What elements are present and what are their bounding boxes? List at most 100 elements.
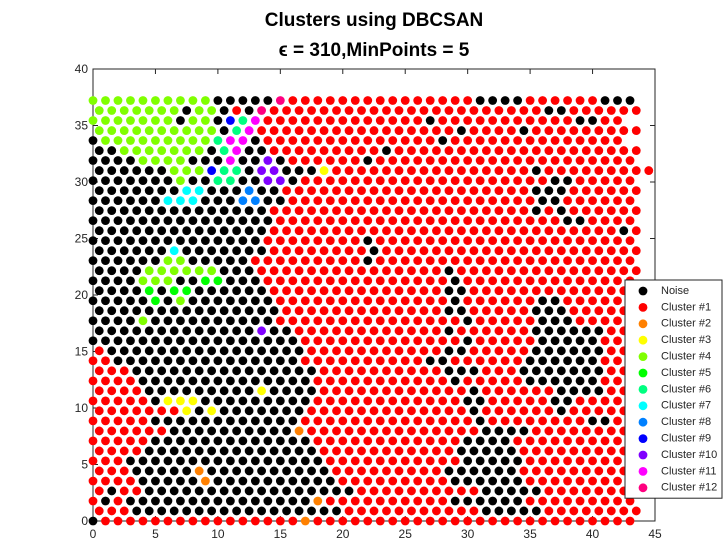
data-point <box>107 206 117 215</box>
data-point <box>263 396 273 406</box>
data-point <box>194 406 204 416</box>
data-point <box>313 176 323 186</box>
data-point <box>488 96 498 105</box>
data-point <box>506 486 516 496</box>
data-point <box>619 266 629 276</box>
data-point <box>444 426 454 436</box>
data-point <box>169 286 179 296</box>
data-point <box>463 116 473 125</box>
data-point <box>475 96 485 105</box>
data-point <box>588 196 597 206</box>
data-point <box>194 246 204 256</box>
data-point <box>126 276 135 286</box>
data-point <box>444 386 454 396</box>
legend-marker <box>638 417 648 427</box>
data-point <box>625 176 635 186</box>
data-point <box>519 426 529 436</box>
data-point <box>250 396 260 406</box>
data-point <box>250 296 260 306</box>
data-point <box>282 426 291 436</box>
data-point <box>550 196 560 206</box>
data-point <box>419 406 429 416</box>
data-point <box>575 196 585 206</box>
data-point <box>613 296 622 306</box>
data-point <box>432 146 441 155</box>
data-point <box>375 176 385 186</box>
data-point <box>482 206 491 215</box>
data-point <box>288 356 298 366</box>
data-point <box>425 156 435 165</box>
data-point <box>388 376 398 386</box>
data-point <box>107 166 117 175</box>
x-tick-label: 30 <box>461 527 475 541</box>
data-point <box>463 376 473 386</box>
data-point <box>132 366 142 376</box>
data-point <box>201 316 210 326</box>
data-point <box>544 126 554 135</box>
data-point <box>250 516 260 526</box>
data-point <box>350 476 360 486</box>
data-point <box>201 436 210 446</box>
data-point <box>588 356 597 366</box>
data-point <box>432 286 441 296</box>
data-point <box>450 296 460 306</box>
data-point <box>531 486 541 496</box>
data-point <box>232 426 242 436</box>
data-point <box>369 146 379 155</box>
data-point <box>188 196 198 206</box>
data-point <box>463 176 473 186</box>
data-point <box>463 96 473 105</box>
data-point <box>88 496 98 506</box>
data-point <box>531 506 541 516</box>
data-point <box>157 146 167 155</box>
data-point <box>151 196 160 206</box>
data-point <box>375 96 385 105</box>
data-point <box>275 336 285 346</box>
data-point <box>400 356 410 366</box>
data-point <box>307 206 316 215</box>
data-point <box>188 216 198 226</box>
data-point <box>407 506 416 516</box>
data-point <box>201 496 210 506</box>
data-point <box>594 286 604 296</box>
data-point <box>325 456 335 466</box>
data-point <box>457 326 466 336</box>
data-point <box>400 256 410 266</box>
data-point <box>550 96 560 105</box>
data-point <box>88 516 98 526</box>
data-point <box>488 176 498 186</box>
data-point <box>600 516 610 526</box>
data-point <box>263 156 273 165</box>
data-point <box>350 136 360 145</box>
data-point <box>132 246 142 256</box>
data-point <box>425 276 435 286</box>
data-point <box>631 126 641 135</box>
data-point <box>138 236 148 246</box>
data-point <box>382 246 391 256</box>
data-point <box>519 106 529 115</box>
data-point <box>444 466 454 476</box>
data-point <box>444 446 454 456</box>
data-point <box>569 106 579 115</box>
data-point <box>556 126 566 135</box>
y-tick-label: 20 <box>75 288 89 302</box>
data-point <box>244 486 254 496</box>
data-point <box>244 326 254 336</box>
data-point <box>500 196 510 206</box>
data-point <box>457 286 466 296</box>
data-point <box>269 206 279 215</box>
data-point <box>319 466 329 476</box>
data-point <box>631 266 641 276</box>
data-point <box>257 166 266 175</box>
data-point <box>432 166 441 175</box>
data-point <box>263 256 273 266</box>
data-point <box>201 396 210 406</box>
data-point <box>419 386 429 396</box>
data-point <box>144 486 154 496</box>
data-point <box>444 306 454 316</box>
data-point <box>575 396 585 406</box>
data-point <box>269 226 279 236</box>
data-point <box>250 456 260 466</box>
data-point <box>631 106 641 115</box>
data-point <box>244 386 254 396</box>
